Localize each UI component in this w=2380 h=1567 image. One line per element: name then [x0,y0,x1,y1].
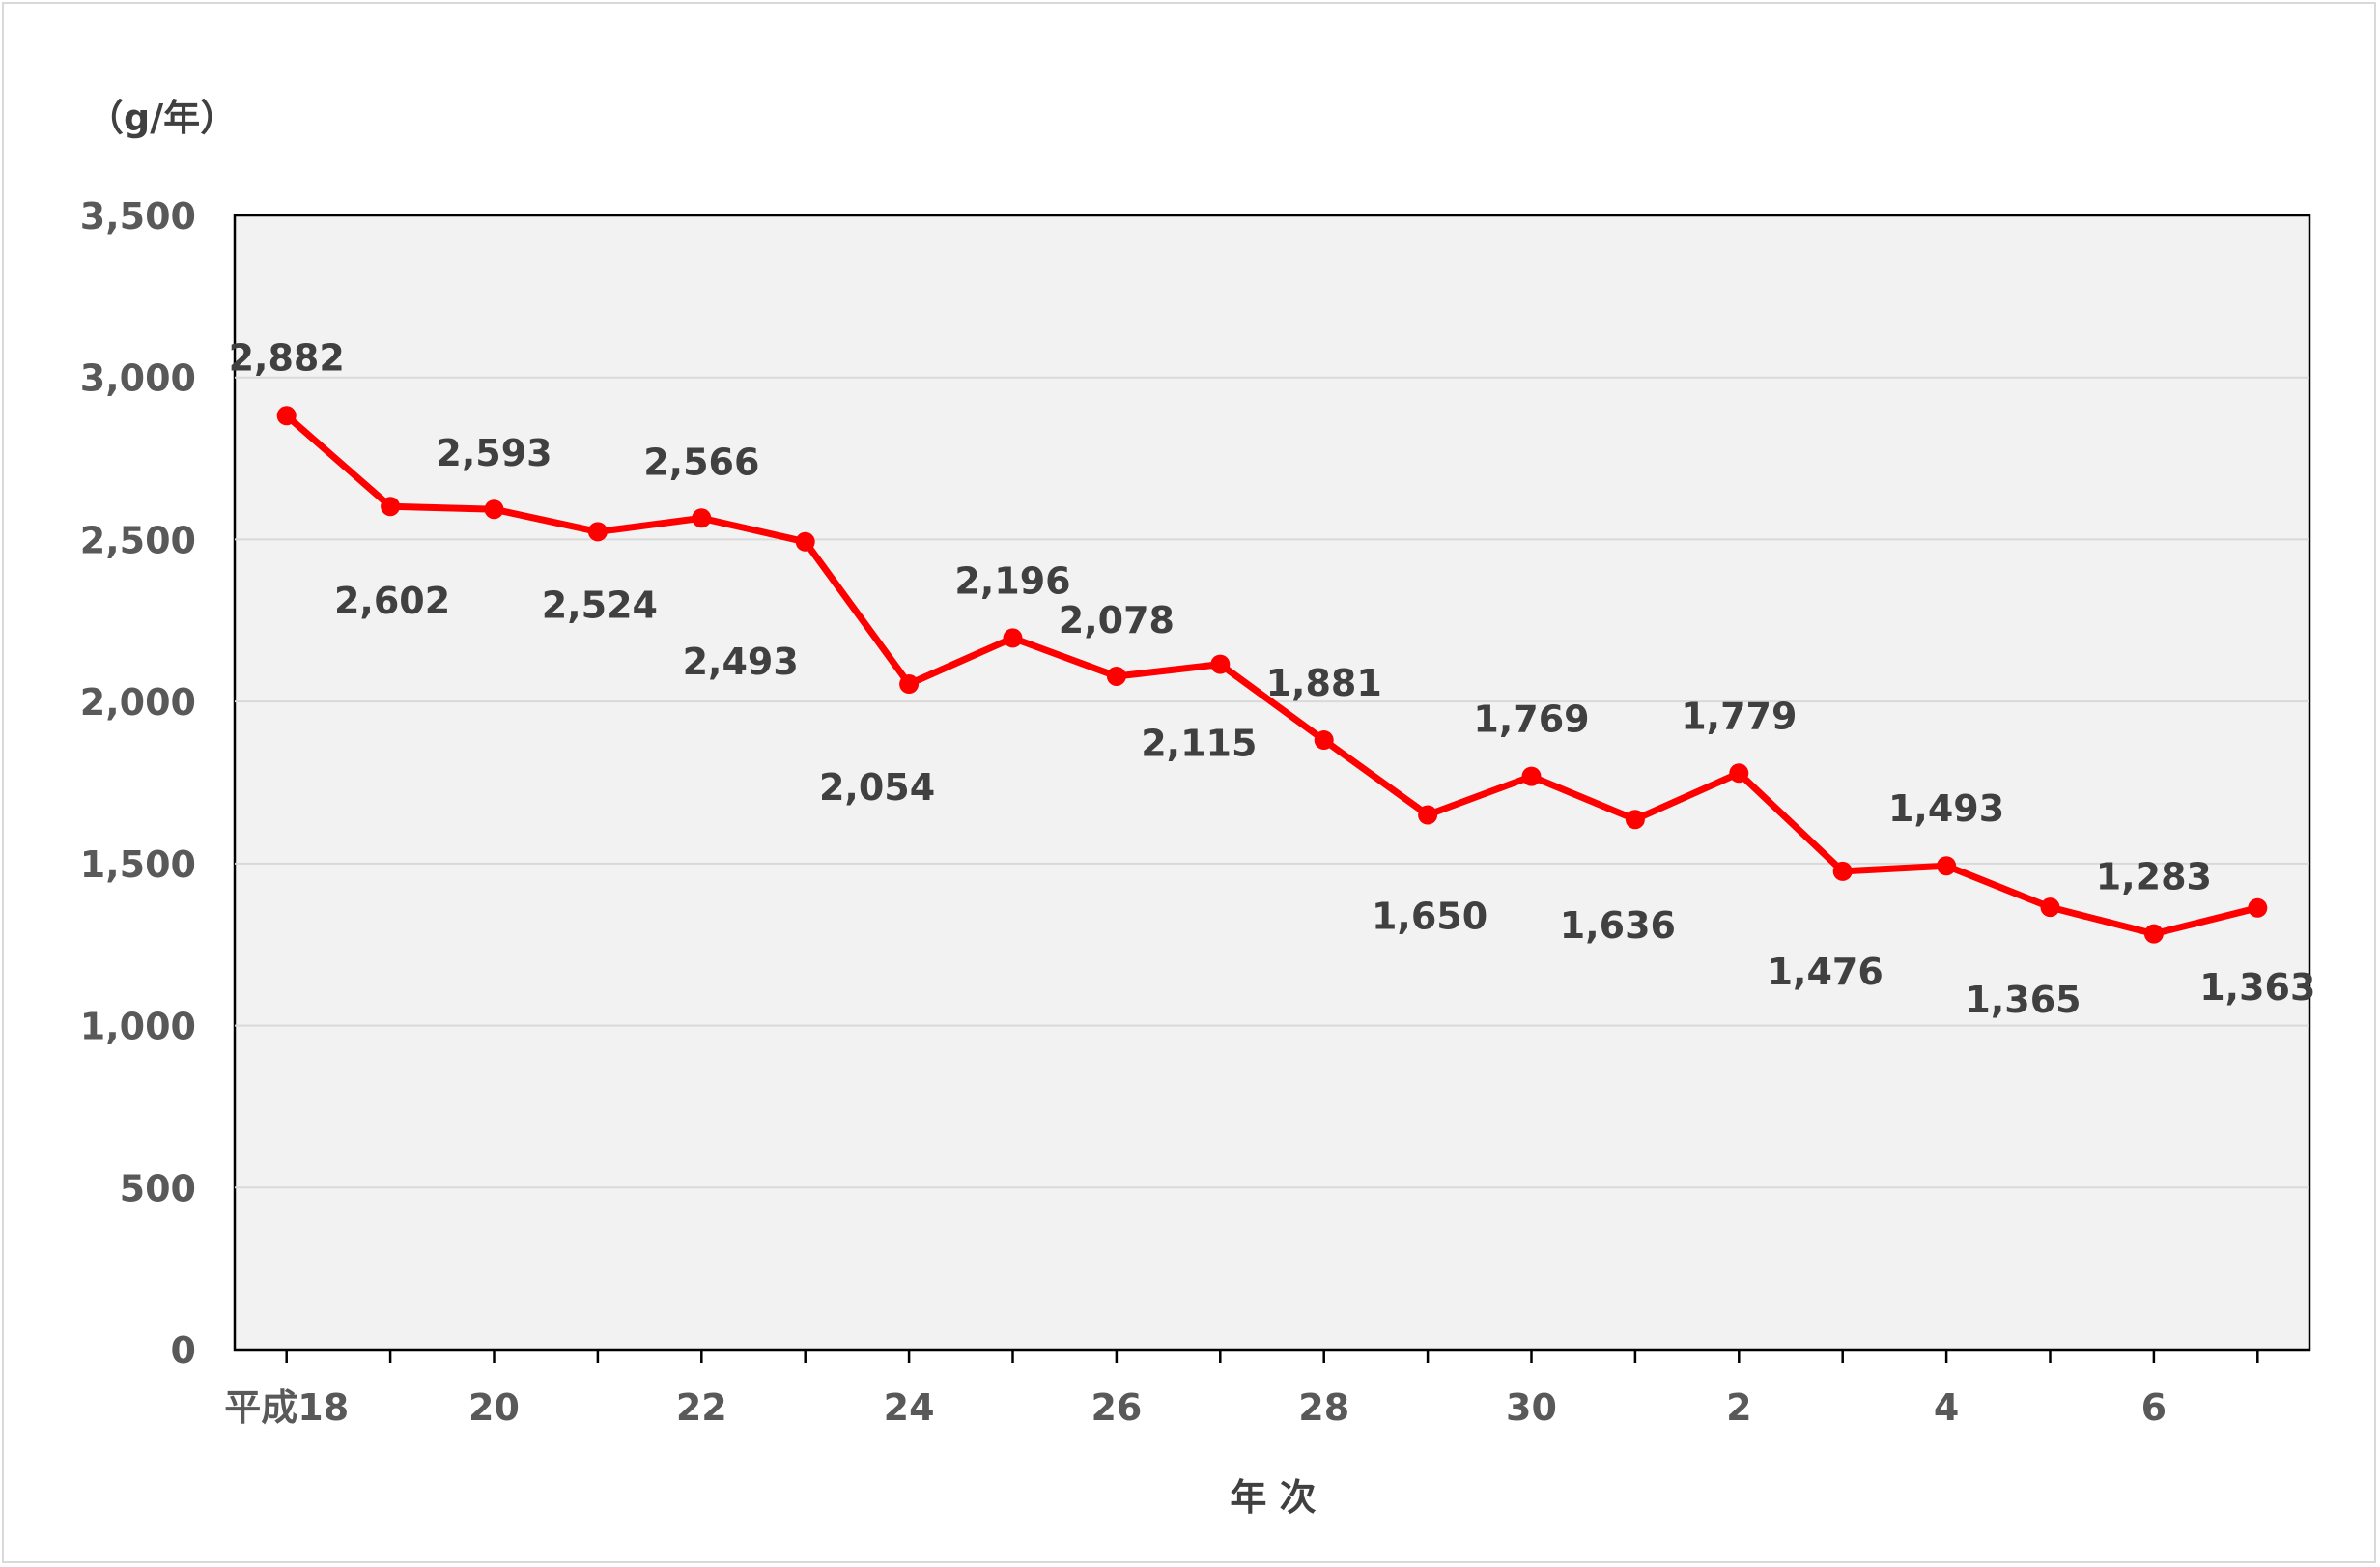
x-tick-label: 4 [1934,1386,1959,1429]
x-tick-label: 30 [1506,1386,1557,1429]
data-label: 2,882 [229,336,345,379]
data-point [1832,861,1853,881]
x-tick-label: 平成18 [224,1386,349,1429]
data-label: 1,779 [1681,695,1797,737]
grid-lines [235,376,2309,1189]
data-label: 2,566 [643,441,759,483]
y-tick-label: 500 [120,1167,196,1210]
x-tick-label: 22 [676,1386,727,1429]
data-label: 1,283 [2096,856,2212,898]
x-axis-ticks: 平成18 20 22 24 26 28 30 2 4 6 [224,1350,2259,1429]
plot-area [233,214,2311,1352]
data-point [1937,856,1957,876]
data-label: 1,363 [2199,966,2315,1009]
data-point [587,522,608,542]
data-label: 2,196 [954,559,1070,602]
x-tick-label: 26 [1091,1386,1142,1429]
data-point [2143,924,2164,944]
data-point [276,406,297,426]
data-point [381,497,401,517]
data-label: 1,493 [1888,787,2004,830]
data-label: 2,078 [1059,599,1175,641]
series-line [284,413,2259,938]
y-tick-label: 3,500 [80,195,196,238]
data-label: 1,881 [1266,662,1382,704]
data-point [1003,628,1023,648]
data-label: 2,054 [819,766,935,809]
data-point [692,508,712,528]
data-point [1106,666,1126,686]
y-tick-label: 2,000 [80,681,196,724]
data-point [1314,730,1334,751]
y-tick-label: 1,500 [80,843,196,886]
series [276,406,2268,944]
y-axis-ticks: 0 500 1,000 1,500 2,000 2,500 3,000 3,500 [80,195,196,1372]
data-point [2040,897,2060,918]
data-label: 1,476 [1768,951,1884,993]
y-tick-label: 2,500 [80,519,196,561]
x-tick-label: 2 [1726,1386,1751,1429]
data-point [2248,897,2268,918]
data-point [484,499,504,520]
data-point [899,674,920,695]
data-point [1210,654,1231,674]
data-point [1625,810,1645,830]
data-label: 2,493 [683,641,799,683]
data-label: 2,593 [436,432,552,474]
data-label: 2,602 [334,580,450,622]
y-tick-label: 0 [171,1329,196,1372]
y-axis-label: （g/年） [87,97,237,139]
x-tick-label: 6 [2141,1386,2167,1429]
data-label: 1,365 [1965,979,2081,1021]
data-point [795,531,815,552]
y-tick-label: 1,000 [80,1006,196,1048]
data-label: 1,650 [1372,896,1488,938]
data-labels: 2,882 2,602 2,593 2,524 2,566 2,493 2,054 2,196… [229,336,2316,1021]
x-tick-label: 28 [1298,1386,1349,1429]
x-tick-label: 24 [884,1386,935,1429]
data-label: 1,769 [1473,698,1589,741]
data-label: 2,115 [1141,723,1257,765]
x-axis-label: 年 次 [1230,1476,1316,1519]
data-label: 2,524 [542,584,658,626]
x-tick-label: 20 [468,1386,520,1429]
data-point [1521,766,1542,786]
data-point [1418,805,1438,825]
y-tick-label: 3,000 [80,357,196,400]
data-point [1729,763,1749,784]
data-label: 1,636 [1560,904,1676,947]
